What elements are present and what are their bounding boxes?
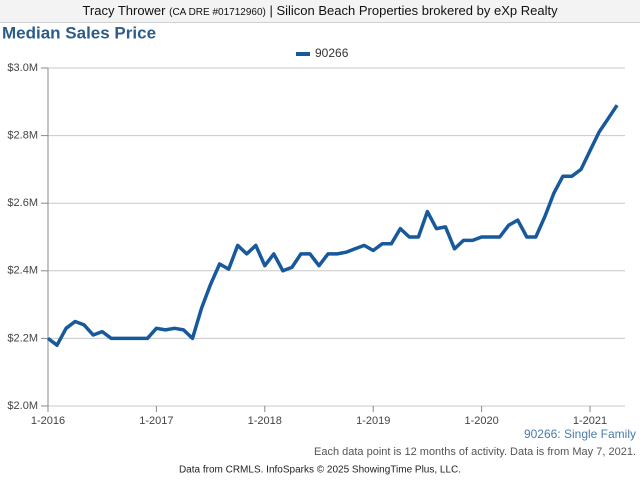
line bbox=[46, 104, 619, 347]
company: | Silicon Beach Properties brokered by e… bbox=[269, 3, 558, 18]
x-tick-label: 1-2020 bbox=[464, 415, 498, 427]
legend-label: 90266 bbox=[315, 46, 349, 60]
x-tick-label: 1-2016 bbox=[31, 415, 65, 427]
y-tick-label: $2.8M bbox=[7, 130, 38, 142]
y-tick-label: $2.4M bbox=[7, 265, 38, 277]
annotation: 90266: Single Family bbox=[524, 427, 636, 441]
annotation: Each data point is 12 months of activity… bbox=[314, 446, 636, 458]
license: (CA DRE #01712960) bbox=[169, 7, 266, 18]
y-tick-label: $3.0M bbox=[7, 62, 38, 74]
agent-name: Tracy Thrower bbox=[82, 3, 166, 18]
chart-title: Median Sales Price bbox=[2, 23, 156, 42]
x-tick-label: 1-2021 bbox=[573, 415, 607, 427]
y-tick-label: $2.2M bbox=[7, 332, 38, 344]
y-tick-label: $2.0M bbox=[7, 400, 38, 412]
footer: Data from CRMLS. InfoSparks © 2025 Showi… bbox=[179, 465, 461, 476]
x-tick-label: 1-2019 bbox=[356, 415, 390, 427]
y-tick-label: $2.6M bbox=[7, 197, 38, 209]
x-tick-label: 1-2017 bbox=[139, 415, 173, 427]
header: Tracy Thrower (CA DRE #01712960) | Silic… bbox=[0, 0, 640, 23]
x-tick-label: 1-2018 bbox=[248, 415, 282, 427]
